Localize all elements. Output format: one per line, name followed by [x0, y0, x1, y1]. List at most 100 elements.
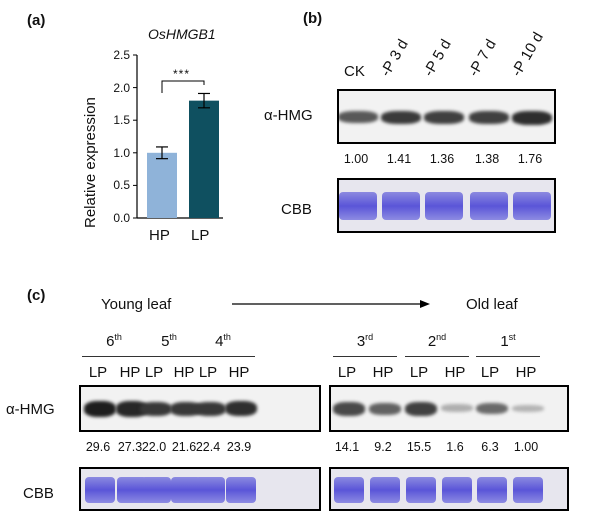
cbb-band	[334, 477, 364, 503]
quant-value: 1.38	[474, 152, 500, 166]
leaf-stage: 1st	[500, 332, 516, 350]
lane-label: HP	[372, 364, 394, 381]
leaf-stage: 4th	[215, 332, 231, 350]
cbb-band	[470, 192, 508, 220]
old-leaf-label: Old leaf	[466, 296, 518, 313]
cbb-band	[339, 192, 377, 220]
quant-value: 6.3	[481, 440, 499, 454]
protein-band	[405, 401, 437, 416]
quant-value: 15.5	[406, 440, 432, 454]
panel-b-hmg-blot	[337, 89, 556, 144]
lane-label: LP	[198, 364, 218, 381]
stage-underline	[137, 356, 201, 357]
quant-value: 1.00	[343, 152, 369, 166]
quant-value: 27.3	[117, 440, 143, 454]
quant-value: 1.36	[429, 152, 455, 166]
stage-underline	[333, 356, 397, 357]
cbb-band	[195, 477, 225, 503]
panel-c-hmg-label: α-HMG	[6, 401, 55, 418]
significance-label: ***	[173, 67, 191, 81]
lane-label: HP	[444, 364, 466, 381]
quant-value: 23.9	[226, 440, 252, 454]
quant-value: 21.6	[171, 440, 197, 454]
panel-b-cbb-blot	[337, 178, 556, 233]
cbb-band	[85, 477, 115, 503]
lane-label: HP	[173, 364, 195, 381]
lane-label: HP	[515, 364, 537, 381]
leaf-stage: 6th	[106, 332, 122, 350]
quant-value: 22.0	[141, 440, 167, 454]
protein-band	[424, 111, 464, 124]
panel-c-hmg-blot-old	[329, 385, 569, 432]
cbb-band	[226, 477, 256, 503]
cbb-band	[406, 477, 436, 503]
protein-band	[84, 401, 116, 417]
young-leaf-label: Young leaf	[101, 296, 172, 313]
protein-band	[339, 111, 378, 123]
lane-header: CK	[344, 63, 365, 80]
y-tick-label: 0.0	[113, 211, 130, 225]
panel-c-cbb-blot-young	[79, 467, 321, 511]
leaf-stage: 5th	[161, 332, 177, 350]
protein-band	[140, 401, 172, 417]
panel-b-label: (b)	[303, 10, 323, 27]
cbb-band	[442, 477, 472, 503]
leaf-stage: 3rd	[356, 332, 374, 350]
x-tick-label: HP	[149, 227, 170, 244]
quant-value: 1.6	[446, 440, 464, 454]
cbb-band	[513, 477, 543, 503]
panel-b-cbb-label: CBB	[281, 201, 312, 218]
lane-label: LP	[480, 364, 500, 381]
protein-band	[469, 111, 509, 124]
panel-c-cbb-label: CBB	[23, 485, 54, 502]
panel-c-label: (c)	[27, 287, 46, 304]
lane-label: LP	[409, 364, 429, 381]
protein-band	[441, 404, 473, 412]
panel-a-label: (a)	[27, 12, 46, 29]
lane-label: HP	[228, 364, 250, 381]
bar-lp	[189, 100, 219, 218]
bar-hp	[147, 152, 177, 218]
stage-underline	[191, 356, 255, 357]
y-tick-label: 1.5	[113, 113, 130, 128]
cbb-band	[477, 477, 507, 503]
quant-value: 9.2	[374, 440, 392, 454]
cbb-band	[513, 192, 551, 220]
y-tick-label: 1.0	[113, 145, 130, 160]
cbb-band	[141, 477, 171, 503]
leaf-stage: 2nd	[427, 332, 447, 350]
lane-label: HP	[119, 364, 141, 381]
lane-label: LP	[88, 364, 108, 381]
protein-band	[225, 401, 257, 417]
y-tick-label: 2.0	[113, 80, 130, 95]
x-tick-label: LP	[191, 227, 210, 244]
protein-band	[333, 402, 365, 416]
lane-label: LP	[144, 364, 164, 381]
y-tick-label: 0.5	[113, 178, 130, 193]
quant-value: 29.6	[85, 440, 111, 454]
protein-band	[194, 401, 226, 417]
quant-value: 1.41	[386, 152, 412, 166]
stage-underline	[82, 356, 146, 357]
panel-c-hmg-blot-young	[79, 385, 321, 432]
panel-c-cbb-blot-old	[329, 467, 569, 511]
cbb-band	[382, 192, 420, 220]
protein-band	[512, 404, 544, 412]
stage-underline	[405, 356, 469, 357]
protein-band	[476, 402, 508, 415]
chart-title: OsHMGB1	[148, 26, 216, 42]
cbb-band	[370, 477, 400, 503]
quant-value: 1.00	[513, 440, 539, 454]
quant-value: 22.4	[195, 440, 221, 454]
quant-value: 1.76	[517, 152, 543, 166]
protein-band	[381, 111, 421, 125]
protein-band	[369, 402, 401, 415]
protein-band	[512, 111, 552, 125]
lane-label: LP	[337, 364, 357, 381]
y-tick-label: 2.5	[113, 48, 130, 62]
significance-bracket	[161, 80, 205, 93]
cbb-band	[425, 192, 463, 220]
stage-underline	[476, 356, 540, 357]
